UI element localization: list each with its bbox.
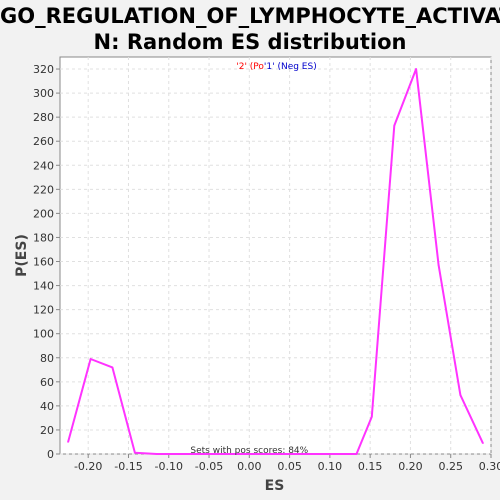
x-tick-label: 0.20	[398, 460, 423, 473]
data-point	[111, 366, 114, 369]
data-point	[393, 124, 396, 127]
y-tick-label: 80	[40, 352, 54, 365]
x-tick-label: 0.05	[277, 460, 302, 473]
data-point	[222, 453, 225, 455]
x-axis-ticks: -0.20 -0.15 -0.10 -0.05 0.00 0.05 0.10 0.15 0.20…	[74, 454, 500, 473]
y-tick-label: 200	[33, 207, 54, 220]
y-tick-label: 100	[33, 328, 54, 341]
x-tick-label: -0.15	[114, 460, 142, 473]
data-point	[244, 453, 247, 455]
data-point	[437, 264, 440, 266]
legend-entry-neg: '1' (Neg ES)	[264, 62, 317, 72]
data-point	[459, 394, 462, 396]
data-point	[311, 453, 313, 455]
y-tick-label: 300	[33, 87, 54, 100]
y-tick-label: 180	[33, 231, 54, 244]
x-axis-label: ES	[265, 478, 285, 494]
y-tick-label: 220	[33, 183, 54, 196]
series-group	[67, 68, 484, 455]
data-point	[200, 453, 202, 455]
data-point	[355, 453, 358, 455]
data-point	[415, 68, 417, 70]
series-line	[67, 68, 484, 455]
data-point	[178, 453, 181, 455]
data-point	[288, 453, 291, 455]
grid-lines	[60, 57, 492, 455]
data-point	[370, 415, 373, 418]
plot-area	[59, 56, 492, 455]
x-tick-label: -0.20	[74, 460, 102, 473]
chart-title-line-1: GO_REGULATION_OF_LYMPHOCYTE_ACTIVATIO	[0, 4, 500, 28]
y-tick-label: 0	[47, 448, 54, 461]
y-tick-label: 60	[40, 376, 54, 389]
x-tick-label: 0.25	[438, 460, 463, 473]
chart-title: GO_REGULATION_OF_LYMPHOCYTE_ACTIVATIO N:…	[0, 3, 500, 55]
data-point	[482, 442, 484, 444]
legend: '2' (Po'1' (Neg ES)	[236, 62, 316, 72]
y-tick-label: 160	[33, 256, 54, 269]
data-point	[267, 453, 269, 455]
chart-title-line-2: N: Random ES distribution	[93, 30, 407, 54]
x-tick-label: 0.00	[237, 460, 262, 473]
x-tick-label: 0.30	[479, 460, 500, 473]
x-tick-label: -0.05	[195, 460, 223, 473]
y-tick-label: 40	[40, 400, 54, 413]
y-tick-label: 280	[33, 111, 54, 124]
data-point	[155, 453, 158, 455]
y-axis-label: P(ES)	[14, 234, 30, 277]
data-point	[333, 453, 335, 455]
y-tick-label: 260	[33, 135, 54, 148]
y-tick-label: 320	[33, 63, 54, 76]
y-axis-ticks: 0 20 40 60 80 100 120 140 160 180 200 220 240 260 280 3…	[33, 63, 60, 461]
y-tick-label: 120	[33, 304, 54, 317]
data-point	[89, 358, 92, 360]
x-tick-label: 0.15	[358, 460, 383, 473]
x-tick-label: 0.10	[318, 460, 343, 473]
x-tick-label: -0.10	[155, 460, 183, 473]
y-tick-label: 140	[33, 280, 54, 293]
y-tick-label: 240	[33, 159, 54, 172]
y-tick-label: 20	[40, 424, 54, 437]
data-point	[134, 451, 136, 454]
data-point	[67, 441, 69, 443]
legend-entry-pos: '2' (Po	[236, 62, 264, 72]
pos-score-annotation: Sets with pos scores: 84%	[190, 446, 308, 456]
